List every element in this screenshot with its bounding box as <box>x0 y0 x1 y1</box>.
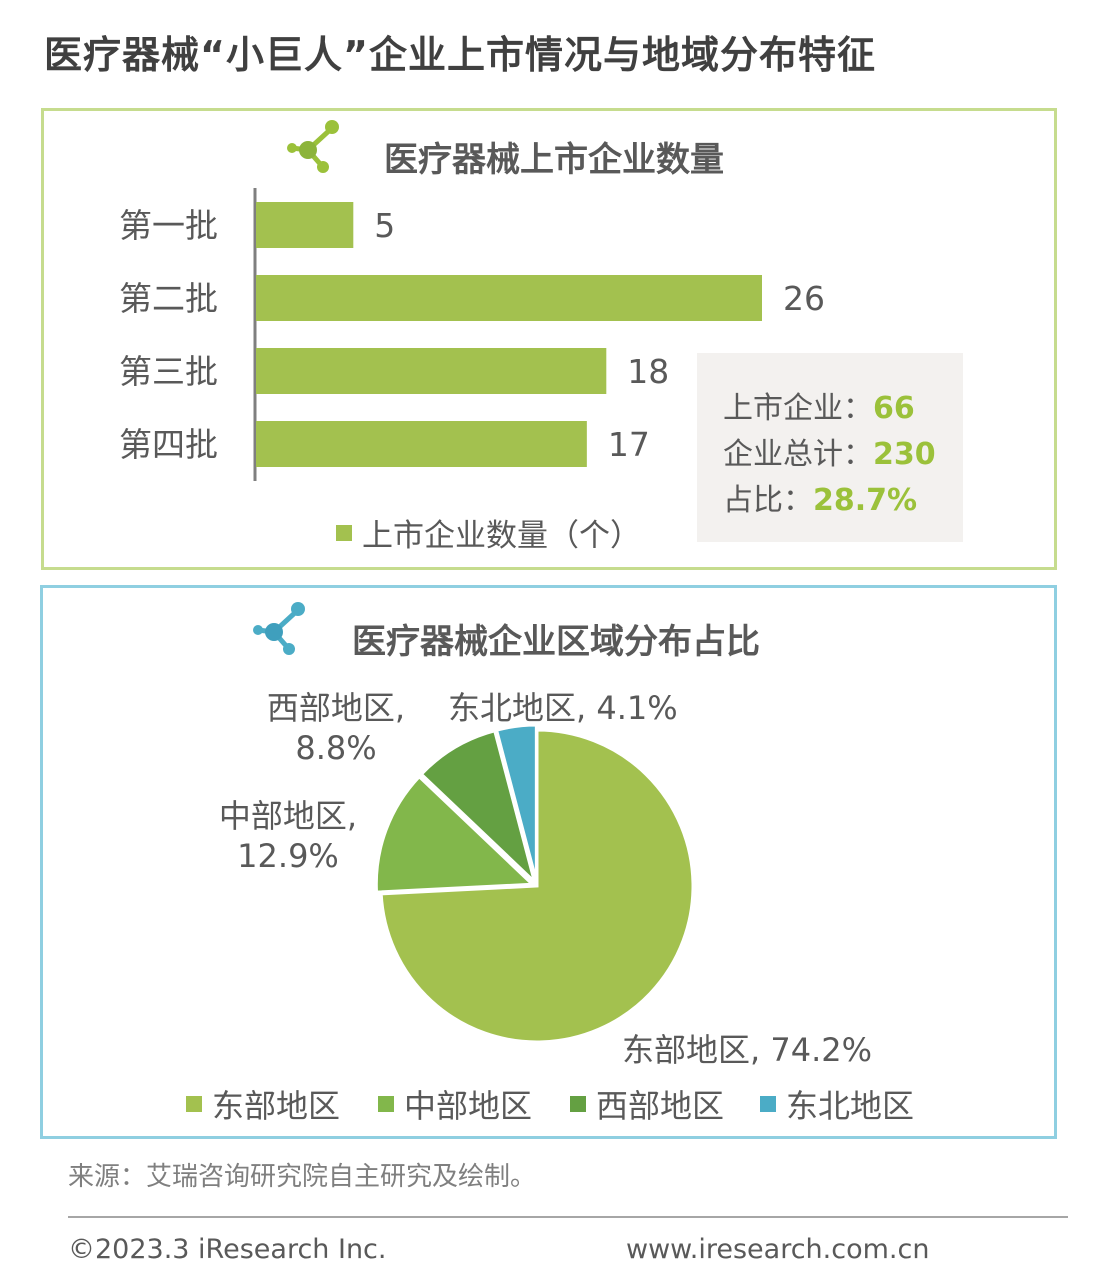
bar <box>256 348 607 394</box>
pie-label-central-name: 中部地区 <box>218 797 347 835</box>
bar-data-label: 17 <box>608 425 650 464</box>
bar <box>256 202 354 248</box>
legend-swatch-east <box>186 1096 202 1112</box>
summary-ratio-label: 占比： <box>723 483 813 518</box>
pie-label-west: 西部地区, 8.8% <box>256 688 416 768</box>
pie-panel-title: 医疗器械企业区域分布占比 <box>352 622 760 662</box>
bar-legend: 上市企业数量（个） <box>336 510 641 555</box>
pie-label-northeast: 东北地区, 4.1% <box>448 689 678 727</box>
legend-label-northeast: 东北地区 <box>786 1087 915 1125</box>
pie-legend-central: 中部地区 <box>378 1081 532 1127</box>
summary-ratio-value: 28.7% <box>813 483 918 518</box>
summary-total: 企业总计：230 <box>723 429 936 473</box>
bar-chart: 第一批 5 第二批 26 第三批 18 第四批 17 <box>119 188 825 481</box>
molecule-icon <box>287 120 339 173</box>
pie-label-east: 东部地区, 74.2% <box>622 1031 873 1069</box>
bar-category-label: 第四批 <box>119 425 218 464</box>
pie-label-northeast-name: 东北地区 <box>448 689 577 727</box>
bar-panel-title: 医疗器械上市企业数量 <box>384 140 724 180</box>
pie-legend-east: 东部地区 <box>186 1081 340 1127</box>
footer-divider <box>68 1216 1068 1218</box>
source-note: 来源：艾瑞咨询研究院自主研究及绘制。 <box>68 1162 537 1192</box>
summary-listed: 上市企业：66 <box>723 383 915 427</box>
bar-category-label: 第一批 <box>119 206 218 245</box>
bar-data-label: 26 <box>783 279 825 318</box>
pie-slice-west <box>419 729 538 887</box>
pie-label-east-name: 东部地区 <box>622 1031 751 1069</box>
pie-label-central: 中部地区, 12.9% <box>208 796 368 876</box>
pie-label-east-value: 74.2% <box>770 1031 873 1069</box>
bar-data-label: 18 <box>627 352 669 391</box>
legend-swatch-central <box>378 1096 394 1112</box>
bar-category-label: 第三批 <box>119 352 218 391</box>
pie-label-northeast-value: 4.1% <box>596 689 678 727</box>
legend-swatch-northeast <box>760 1096 776 1112</box>
legend-label-central: 中部地区 <box>404 1087 533 1125</box>
bar <box>256 275 762 321</box>
bar-legend-swatch <box>336 524 352 541</box>
pie-legend-west: 西部地区 <box>570 1081 724 1127</box>
pie-label-west-name: 西部地区 <box>266 689 395 727</box>
pie-chart <box>374 723 695 1044</box>
molecule-icon <box>253 602 305 655</box>
website-link[interactable]: www.iresearch.com.cn <box>626 1234 930 1265</box>
legend-label-east: 东部地区 <box>212 1087 341 1125</box>
summary-total-label: 企业总计： <box>723 437 873 472</box>
bar-category-label: 第二批 <box>119 279 218 318</box>
page-title: 医疗器械“小巨人”企业上市情况与地域分布特征 <box>44 33 876 77</box>
summary-ratio: 占比：28.7% <box>723 475 917 519</box>
pie-label-central-value: 12.9% <box>237 837 339 875</box>
legend-swatch-west <box>570 1096 586 1112</box>
bar-legend-label: 上市企业数量（个） <box>362 518 641 554</box>
pie-legend-northeast: 东北地区 <box>760 1081 914 1127</box>
summary-total-value: 230 <box>873 437 936 472</box>
pie-slice-northeast <box>494 723 538 882</box>
summary-box: 上市企业：66 企业总计：230 占比：28.7% <box>697 353 963 542</box>
pie-slice-central <box>374 774 536 894</box>
pie-label-west-value: 8.8% <box>295 729 377 767</box>
bar-data-label: 5 <box>374 206 395 245</box>
summary-listed-label: 上市企业： <box>723 391 873 426</box>
copyright: ©2023.3 iResearch Inc. <box>68 1234 387 1265</box>
summary-listed-value: 66 <box>873 391 915 426</box>
legend-label-west: 西部地区 <box>596 1087 725 1125</box>
bar <box>256 421 587 467</box>
